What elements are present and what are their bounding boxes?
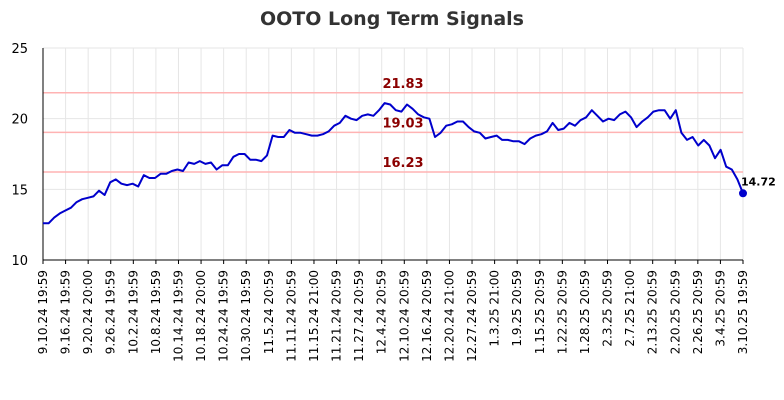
x-tick-label-6: 10.14.24 19:59 — [171, 270, 185, 362]
x-tick-label-8: 10.24.24 19:59 — [217, 270, 231, 362]
series — [43, 102, 744, 225]
reference-lines — [43, 92, 743, 173]
x-tick-label-19: 12.27.24 20:59 — [465, 270, 479, 362]
x-tick-label-14: 11.27.24 20:59 — [352, 270, 366, 362]
x-tick-label-22: 1.15.25 20:59 — [533, 270, 547, 354]
reference-label-2: 16.23 — [382, 156, 423, 171]
y-tick-label-0: 10 — [11, 254, 28, 269]
last-point-label: 14.72 — [741, 175, 776, 188]
x-tick-label-4: 10.2.24 19:59 — [126, 270, 140, 354]
x-tick-label-7: 10.18.24 20:00 — [194, 270, 208, 362]
chart-title: OOTO Long Term Signals — [260, 8, 524, 30]
axes — [42, 48, 743, 261]
reference-label-0: 21.83 — [382, 77, 423, 92]
last-point: 14.72 — [739, 175, 776, 198]
x-tick-label-25: 2.3.25 20:59 — [601, 270, 615, 347]
x-tick-label-23: 1.22.25 20:59 — [555, 270, 569, 354]
x-tick-label-9: 10.30.24 19:59 — [239, 270, 253, 362]
x-tick-label-5: 10.8.24 19:59 — [149, 270, 163, 354]
x-tick-label-29: 2.26.25 20:59 — [691, 270, 705, 354]
reference-label-1: 19.03 — [382, 116, 423, 131]
x-tick-label-3: 9.26.24 19:59 — [104, 270, 118, 354]
x-tick-label-17: 12.16.24 20:59 — [420, 270, 434, 362]
x-tick-label-20: 1.3.25 21:00 — [488, 270, 502, 347]
x-tick-label-18: 12.20.24 21:00 — [442, 270, 456, 362]
x-tick-label-11: 11.11.24 20:59 — [284, 270, 298, 362]
x-tick-label-13: 11.21.24 20:59 — [330, 270, 344, 362]
x-tick-label-27: 2.13.25 20:59 — [646, 270, 660, 354]
x-tick-label-0: 9.10.24 19:59 — [36, 270, 50, 354]
x-tick-label-16: 12.10.24 20:59 — [397, 270, 411, 362]
x-tick-label-24: 1.28.25 20:59 — [578, 270, 592, 354]
x-tick-label-21: 1.9.25 20:59 — [510, 270, 524, 347]
x-tick-label-12: 11.15.24 21:00 — [307, 270, 321, 362]
x-tick-label-15: 12.4.24 20:59 — [375, 270, 389, 354]
x-tick-label-2: 9.20.24 20:00 — [81, 270, 95, 354]
x-tick-label-1: 9.16.24 19:59 — [59, 270, 73, 354]
y-tick-label-2: 20 — [11, 113, 28, 128]
x-tick-label-10: 11.5.24 20:59 — [262, 270, 276, 354]
grid — [42, 47, 744, 261]
series-line — [43, 102, 744, 225]
last-point-marker — [739, 189, 747, 198]
x-tick-label-28: 2.20.25 20:59 — [668, 270, 682, 354]
x-tick-label-26: 2.7.25 21:00 — [623, 270, 637, 347]
x-tick-label-31: 3.10.25 19:59 — [736, 270, 750, 354]
reference-labels: 21.83 19.03 16.23 — [382, 77, 423, 171]
x-tick-labels: 9.10.24 19:59 9.16.24 19:59 9.20.24 20:00 9… — [36, 260, 750, 362]
x-tick-label-30: 3.4.25 20:59 — [713, 270, 727, 347]
y-tick-label-3: 25 — [11, 42, 28, 57]
y-tick-label-1: 15 — [11, 183, 28, 198]
y-tick-labels: 10 15 20 25 — [11, 42, 28, 269]
